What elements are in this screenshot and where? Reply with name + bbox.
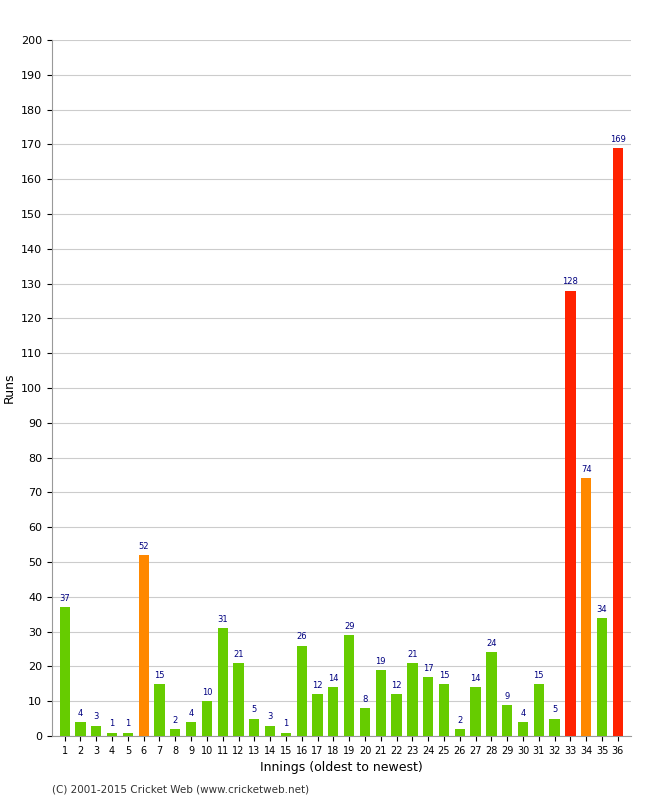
Bar <box>502 705 512 736</box>
Bar <box>534 684 544 736</box>
Bar <box>123 733 133 736</box>
Bar <box>202 701 212 736</box>
Text: 19: 19 <box>376 657 386 666</box>
Bar <box>454 729 465 736</box>
Text: 12: 12 <box>391 681 402 690</box>
Text: 52: 52 <box>138 542 149 551</box>
Bar <box>313 694 322 736</box>
Text: 17: 17 <box>423 664 434 673</box>
Bar <box>566 290 575 736</box>
Bar <box>376 670 386 736</box>
Text: 1: 1 <box>283 719 289 728</box>
Text: 29: 29 <box>344 622 354 631</box>
Bar <box>138 555 149 736</box>
Text: 3: 3 <box>267 712 273 722</box>
Text: 4: 4 <box>521 709 526 718</box>
Text: 169: 169 <box>610 134 626 144</box>
Text: 2: 2 <box>173 716 178 725</box>
Text: 26: 26 <box>296 632 307 642</box>
Bar <box>486 653 497 736</box>
Text: 10: 10 <box>202 688 212 697</box>
Bar <box>218 628 228 736</box>
Text: 74: 74 <box>581 466 592 474</box>
Bar <box>613 148 623 736</box>
Bar <box>549 718 560 736</box>
Bar <box>518 722 528 736</box>
Bar <box>170 729 181 736</box>
Bar <box>391 694 402 736</box>
Bar <box>233 663 244 736</box>
Bar <box>249 718 259 736</box>
Bar <box>408 663 417 736</box>
Bar <box>107 733 117 736</box>
Bar <box>360 708 370 736</box>
Text: 2: 2 <box>457 716 462 725</box>
Text: 21: 21 <box>407 650 418 658</box>
Text: 21: 21 <box>233 650 244 658</box>
Bar <box>186 722 196 736</box>
Text: 14: 14 <box>328 674 339 683</box>
Text: 15: 15 <box>534 670 544 680</box>
X-axis label: Innings (oldest to newest): Innings (oldest to newest) <box>260 762 422 774</box>
Text: 37: 37 <box>59 594 70 603</box>
Text: 5: 5 <box>552 706 557 714</box>
Bar <box>581 478 592 736</box>
Bar <box>423 677 434 736</box>
Text: 15: 15 <box>439 670 449 680</box>
Text: 128: 128 <box>562 278 578 286</box>
Text: 8: 8 <box>362 695 368 704</box>
Y-axis label: Runs: Runs <box>3 373 16 403</box>
Bar <box>265 726 275 736</box>
Text: 4: 4 <box>188 709 194 718</box>
Text: 14: 14 <box>471 674 481 683</box>
Text: 31: 31 <box>217 615 228 624</box>
Text: 24: 24 <box>486 639 497 648</box>
Text: 3: 3 <box>94 712 99 722</box>
Bar <box>597 618 607 736</box>
Bar <box>471 687 481 736</box>
Bar <box>439 684 449 736</box>
Text: 4: 4 <box>78 709 83 718</box>
Bar <box>328 687 339 736</box>
Text: 34: 34 <box>597 605 607 614</box>
Text: (C) 2001-2015 Cricket Web (www.cricketweb.net): (C) 2001-2015 Cricket Web (www.cricketwe… <box>52 784 309 794</box>
Text: 9: 9 <box>504 691 510 701</box>
Bar <box>296 646 307 736</box>
Text: 12: 12 <box>312 681 323 690</box>
Text: 1: 1 <box>109 719 114 728</box>
Bar <box>60 607 70 736</box>
Bar <box>344 635 354 736</box>
Text: 5: 5 <box>252 706 257 714</box>
Bar <box>75 722 86 736</box>
Text: 15: 15 <box>154 670 164 680</box>
Bar <box>154 684 164 736</box>
Bar <box>91 726 101 736</box>
Text: 1: 1 <box>125 719 131 728</box>
Bar <box>281 733 291 736</box>
